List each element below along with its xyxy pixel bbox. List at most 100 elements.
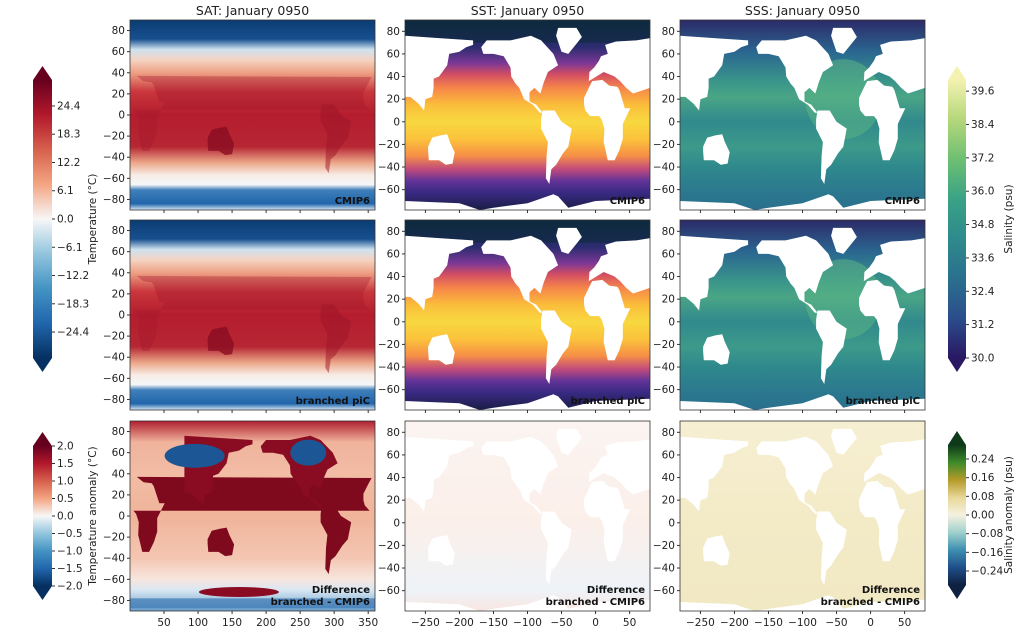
land-antarc (405, 394, 650, 410)
cold-anomaly (130, 598, 375, 609)
colorbar-tick-label: 6.1 (57, 185, 74, 197)
colorbar-tick-label: −2.0 (57, 581, 83, 593)
x-tick-label: 350 (358, 617, 378, 629)
land-asia (680, 436, 749, 512)
y-tick-label: 60 (662, 48, 675, 60)
x-tick-label: −150 (754, 617, 783, 629)
colorbar-tick-label: 0.00 (971, 510, 994, 522)
panel-label: branched piC (846, 396, 920, 407)
land-antarc (405, 595, 650, 611)
colorbar-tick-label: 0.0 (57, 214, 74, 226)
extend-min-triangle (33, 586, 52, 600)
land-antarc (405, 194, 650, 210)
land-antarc (680, 595, 925, 611)
colorbar-tick-label: 0.08 (971, 491, 994, 503)
panels: SAT: January 0950CMIP6806040200−20−40−60… (103, 3, 926, 629)
y-tick-label: −60 (103, 574, 125, 586)
y-tick-label: −60 (103, 173, 125, 185)
land-samer (816, 511, 847, 585)
colorbar-tick-label: 12.2 (57, 157, 80, 169)
south-america-land (320, 104, 352, 174)
colorbar-label: Salinity (psu) (1003, 184, 1015, 253)
panel-label: branched piC (571, 396, 645, 407)
colorbar-tick-label: −24.4 (57, 327, 89, 339)
y-tick-label: −60 (378, 184, 400, 196)
y-tick-label: 0 (668, 116, 675, 128)
y-tick-label: 20 (662, 495, 675, 507)
x-tick-label: −200 (720, 617, 749, 629)
y-tick-label: 40 (387, 71, 400, 83)
y-tick-label: −60 (653, 384, 675, 396)
y-tick-label: −60 (653, 184, 675, 196)
land-austr (703, 334, 730, 365)
x-tick-label: −150 (479, 617, 508, 629)
colorbar-tick-label: 38.4 (971, 119, 995, 131)
y-tick-label: 20 (112, 288, 125, 300)
panel-title: SAT: January 0950 (196, 3, 309, 18)
land-samer (816, 310, 847, 384)
colorbar-tick-label: −0.16 (971, 547, 1003, 559)
y-tick-label: 40 (662, 271, 675, 283)
y-tick-label: −40 (103, 352, 125, 364)
cold-anomaly (164, 443, 225, 468)
y-tick-label: 80 (112, 225, 125, 237)
map-panel-sss: branched piC 80 60 40 20 0 −20 −40 −60 (653, 219, 926, 413)
y-tick-label: 60 (662, 449, 675, 461)
panel-label: Difference (587, 585, 645, 596)
x-tick-label: 0 (867, 617, 874, 629)
panel-label: CMIP6 (885, 196, 920, 207)
land-green (556, 227, 582, 254)
colorbar-tick-label: 37.2 (971, 152, 994, 164)
land-africa (584, 279, 631, 361)
cold-anomaly (290, 439, 327, 466)
south-america-land (320, 304, 352, 374)
x-tick-label: 50 (623, 617, 636, 629)
land-green (831, 227, 857, 254)
land-asia (680, 235, 749, 311)
y-tick-label: −20 (103, 532, 125, 544)
extend-max-triangle (33, 66, 52, 80)
y-tick-label: 60 (112, 246, 125, 258)
y-tick-label: 60 (662, 248, 675, 260)
colorbar-tick-label: 0.0 (57, 511, 74, 523)
y-tick-label: 20 (662, 294, 675, 306)
colorbar-tick-label: −0.24 (971, 566, 1003, 578)
y-tick-label: −20 (378, 540, 400, 552)
y-tick-label: 40 (662, 71, 675, 83)
land-eurasia (863, 38, 925, 94)
x-tick-label: 200 (256, 617, 276, 629)
y-tick-label: −40 (653, 162, 675, 174)
colorbar-tick-label: 33.6 (971, 252, 995, 264)
colorbar-temperature: 24.4 18.3 12.2 6.1 0.0 −6.1 −12.2 −18.3 −24.4 Tem… (33, 66, 99, 372)
land-anomaly (320, 505, 352, 575)
y-tick-label: 0 (668, 517, 675, 529)
land-austr (428, 535, 455, 566)
panel-label: branched - CMIP6 (271, 597, 370, 608)
land-anomaly (207, 527, 235, 557)
land-eurasia (863, 238, 925, 294)
arctic (405, 220, 650, 243)
y-tick-label: −40 (378, 362, 400, 374)
land-antarc (680, 394, 925, 410)
y-tick-label: 0 (668, 316, 675, 328)
colorbar-salinity: 39.6 38.4 37.2 36.0 34.8 33.6 32.4 31.2 30.0 Sali… (948, 66, 1015, 372)
land-green (556, 428, 582, 455)
panel-label: Difference (862, 585, 920, 596)
x-tick-label: −250 (686, 617, 715, 629)
colorbar-tick-label: −1.5 (57, 563, 83, 575)
y-tick-label: 40 (387, 472, 400, 484)
y-tick-label: 0 (393, 116, 400, 128)
colorbars: 24.4 18.3 12.2 6.1 0.0 −6.1 −12.2 −18.3 −24.4 Tem… (33, 66, 1015, 600)
y-tick-label: −20 (103, 331, 125, 343)
y-tick-label: 40 (112, 468, 125, 480)
y-tick-label: 20 (112, 489, 125, 501)
land-africa (859, 480, 906, 562)
colorbar-gradient (948, 80, 966, 358)
y-tick-label: −40 (103, 152, 125, 164)
y-tick-label: 0 (393, 517, 400, 529)
colorbar-tick-label: 34.8 (971, 219, 994, 231)
x-tick-label: 50 (898, 617, 911, 629)
y-tick-label: 0 (118, 310, 125, 322)
x-tick-label: −200 (445, 617, 474, 629)
land-antarc (680, 194, 925, 210)
